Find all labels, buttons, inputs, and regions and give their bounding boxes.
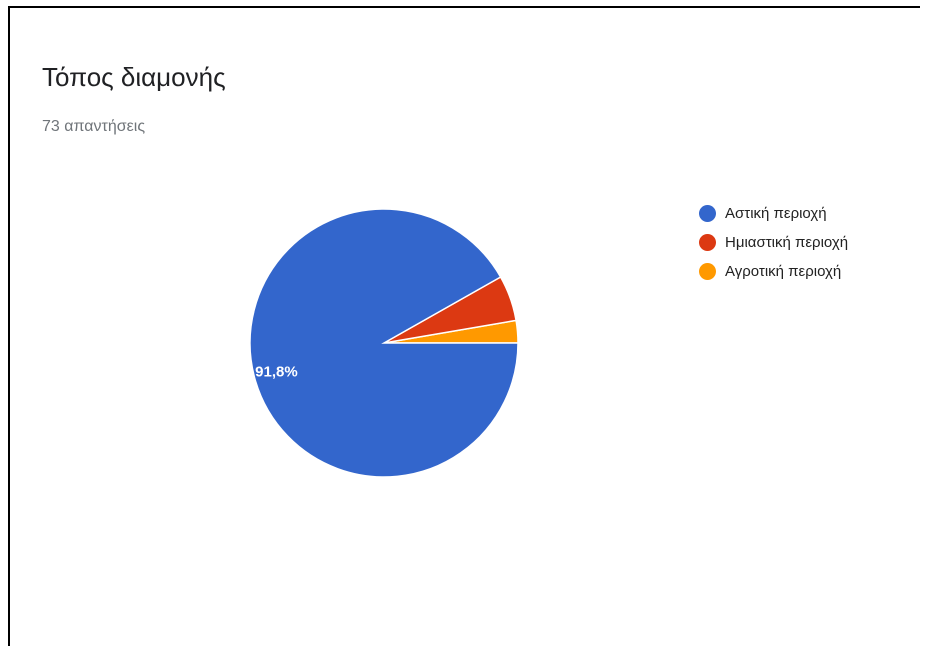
legend-swatch: [699, 263, 716, 280]
pie-slice-0[interactable]: [249, 208, 519, 478]
chart-title: Τόπος διαμονής: [42, 62, 226, 92]
legend-item-1[interactable]: Ημιαστική περιοχή: [699, 228, 848, 257]
legend-swatch: [699, 234, 716, 251]
legend-item-0[interactable]: Αστική περιοχή: [699, 199, 848, 228]
legend-item-2[interactable]: Αγροτική περιοχή: [699, 257, 848, 286]
response-count: 73 απαντήσεις: [42, 118, 146, 135]
legend-label: Ημιαστική περιοχή: [725, 234, 849, 251]
chart-frame: [8, 6, 920, 646]
pie-chart: 91,8%: [249, 208, 519, 478]
slice-label-0: 91,8%: [255, 363, 298, 380]
chart-legend: Αστική περιοχή Ημιαστική περιοχή Αγροτική …: [699, 199, 848, 286]
legend-label: Αστική περιοχή: [725, 205, 827, 222]
legend-swatch: [699, 205, 716, 222]
legend-label: Αγροτική περιοχή: [725, 263, 842, 280]
